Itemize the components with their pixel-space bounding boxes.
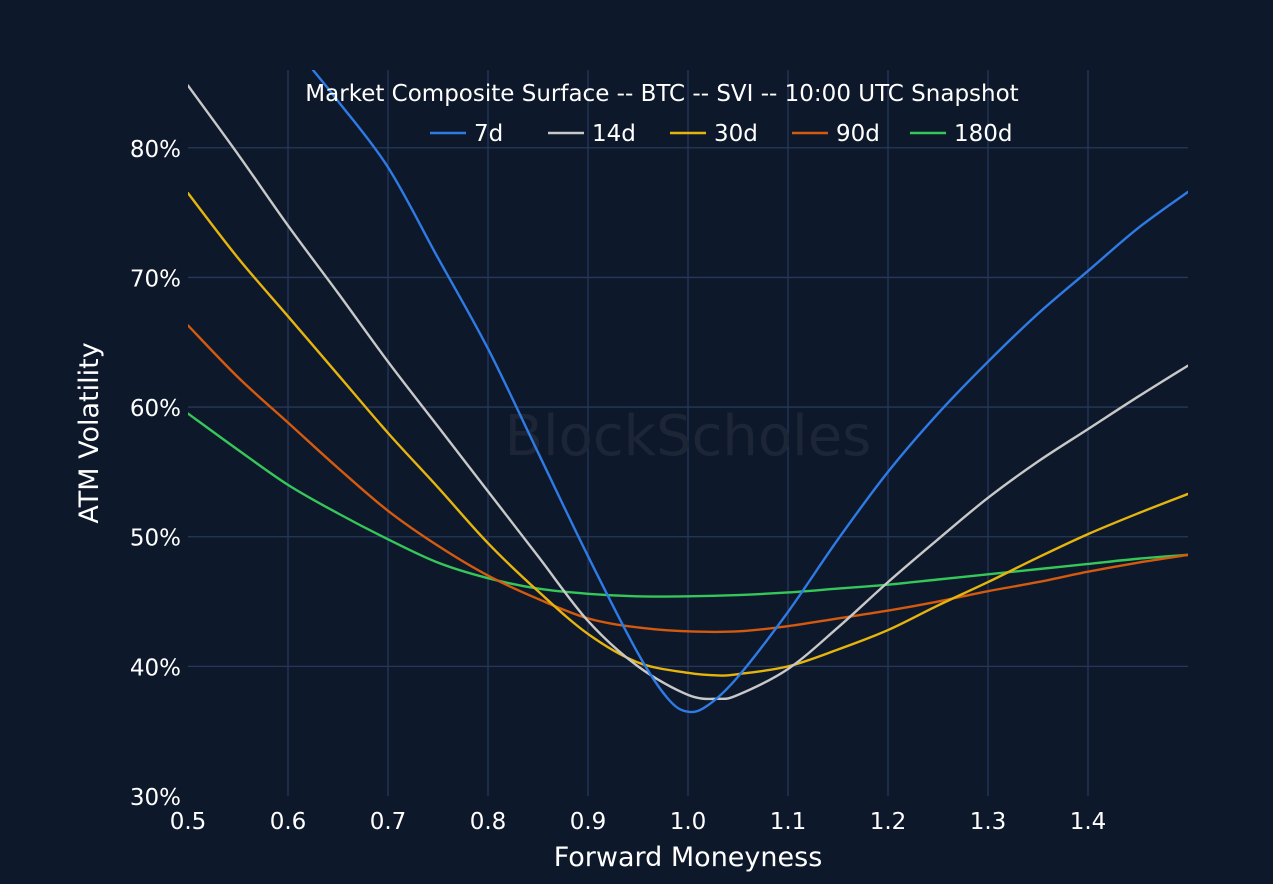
legend-label: 180d [954, 121, 1013, 147]
y-tick-labels: 30% 40% 50% 60% 70% 80% [130, 137, 181, 811]
x-tick-label: 1.1 [770, 809, 807, 835]
series-line-14d [188, 84, 1188, 701]
legend-item-90d: 90d [792, 121, 880, 147]
watermark: BlockScholes [505, 404, 872, 469]
legend-item-7d: 7d [430, 121, 503, 147]
x-axis-title: Forward Moneyness [554, 842, 823, 873]
legend-label: 90d [836, 121, 880, 147]
x-tick-label: 0.9 [570, 809, 607, 835]
legend-item-14d: 14d [548, 121, 636, 147]
x-tick-labels: 0.5 0.6 0.7 0.8 0.9 1.0 1.1 1.2 1.3 1.4 [170, 809, 1107, 835]
legend-label: 14d [592, 121, 636, 147]
x-tick-label: 0.6 [270, 809, 307, 835]
series-layer [188, 70, 1188, 714]
x-tick-label: 0.8 [470, 809, 507, 835]
x-tick-label: 1.3 [970, 809, 1007, 835]
legend: 7d 14d 30d 90d 180d [430, 121, 1013, 147]
legend-item-30d: 30d [670, 121, 758, 147]
x-tick-label: 0.5 [170, 809, 207, 835]
legend-item-180d: 180d [910, 121, 1013, 147]
y-tick-label: 30% [130, 785, 181, 811]
x-tick-label: 1.0 [670, 809, 707, 835]
series-line-7d [311, 70, 1188, 714]
chart-title: Market Composite Surface -- BTC -- SVI -… [305, 81, 1018, 107]
legend-label: 7d [474, 121, 503, 147]
y-tick-label: 70% [130, 266, 181, 292]
x-tick-label: 0.7 [370, 809, 407, 835]
series-line-180d [188, 412, 1188, 598]
grid [188, 70, 1188, 796]
y-tick-label: 50% [130, 526, 181, 552]
x-tick-label: 1.4 [1070, 809, 1107, 835]
x-tick-label: 1.2 [870, 809, 907, 835]
y-tick-label: 80% [130, 137, 181, 163]
legend-label: 30d [714, 121, 758, 147]
y-tick-label: 40% [130, 655, 181, 681]
series-line-30d [188, 191, 1188, 677]
series-line-90d [188, 324, 1188, 634]
y-tick-label: 60% [130, 396, 181, 422]
y-axis-title: ATM Volatility [74, 342, 105, 523]
